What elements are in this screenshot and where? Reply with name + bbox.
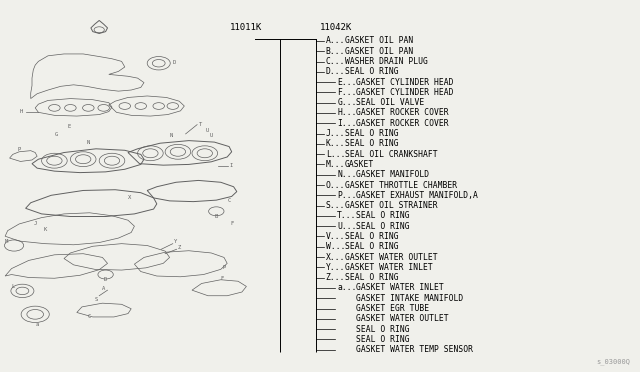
Text: B: B — [214, 214, 218, 219]
Text: GASKET OIL STRAINER: GASKET OIL STRAINER — [345, 201, 438, 210]
Text: SEAL OIL CRANKSHAFT: SEAL OIL CRANKSHAFT — [345, 150, 438, 158]
Text: 11011K: 11011K — [230, 23, 262, 32]
Text: G...: G... — [337, 98, 356, 107]
Text: SEAL O RING: SEAL O RING — [345, 273, 399, 282]
Text: SEAL O RING: SEAL O RING — [345, 232, 399, 241]
Text: L...: L... — [326, 150, 345, 158]
Text: H: H — [19, 109, 22, 114]
Text: U: U — [210, 133, 213, 138]
Text: X: X — [127, 195, 131, 201]
Text: GASKET: GASKET — [345, 160, 374, 169]
Text: SEAL O RING: SEAL O RING — [356, 335, 410, 344]
Text: X...: X... — [326, 253, 345, 262]
Text: C...: C... — [326, 57, 345, 66]
Text: GASKET WATER OUTLET: GASKET WATER OUTLET — [345, 253, 438, 262]
Text: SEAL OIL VALVE: SEAL OIL VALVE — [356, 98, 425, 107]
Text: GASKET WATER INLET: GASKET WATER INLET — [356, 283, 444, 292]
Text: GASKET EGR TUBE: GASKET EGR TUBE — [356, 304, 429, 313]
Text: SEAL O RING: SEAL O RING — [356, 211, 410, 220]
Text: GASKET THROTTLE CHAMBER: GASKET THROTTLE CHAMBER — [345, 180, 457, 189]
Text: U: U — [206, 128, 209, 133]
Text: F: F — [230, 221, 234, 226]
Text: GASKET ROCKER COVER: GASKET ROCKER COVER — [356, 119, 449, 128]
Text: E: E — [67, 124, 70, 129]
Text: B...: B... — [326, 47, 345, 56]
Text: Y: Y — [174, 238, 177, 244]
Text: GASKET EXHAUST MANIFOLD,A: GASKET EXHAUST MANIFOLD,A — [356, 191, 478, 200]
Text: GASKET CYLINDER HEAD: GASKET CYLINDER HEAD — [356, 78, 454, 87]
Text: M: M — [5, 239, 8, 244]
Text: P: P — [18, 147, 21, 152]
Text: I...: I... — [337, 119, 356, 128]
Text: GASKET INTAKE MANIFOLD: GASKET INTAKE MANIFOLD — [356, 294, 464, 303]
Text: SEAL O RING: SEAL O RING — [345, 129, 399, 138]
Text: SEAL O RING: SEAL O RING — [345, 140, 399, 148]
Text: W...: W... — [326, 242, 345, 251]
Text: D: D — [104, 277, 108, 282]
Text: A...: A... — [326, 36, 345, 45]
Text: SEAL O RING: SEAL O RING — [345, 242, 399, 251]
Text: Z...: Z... — [326, 273, 345, 282]
Text: GASKET MANIFOLD: GASKET MANIFOLD — [356, 170, 429, 179]
Text: GASKET CYLINDER HEAD: GASKET CYLINDER HEAD — [356, 88, 454, 97]
Text: F: F — [221, 276, 224, 282]
Text: L: L — [12, 284, 15, 289]
Text: O...: O... — [326, 180, 345, 189]
Text: Z: Z — [178, 245, 181, 250]
Text: 11042K: 11042K — [319, 23, 351, 32]
Text: A: A — [102, 286, 106, 291]
Text: WASHER DRAIN PLUG: WASHER DRAIN PLUG — [345, 57, 428, 66]
Text: C: C — [227, 198, 230, 203]
Text: GASKET OIL PAN: GASKET OIL PAN — [345, 47, 413, 56]
Text: E...: E... — [337, 78, 356, 87]
Text: K: K — [43, 227, 47, 232]
Text: GASKET OIL PAN: GASKET OIL PAN — [345, 36, 413, 45]
Text: Y...: Y... — [326, 263, 345, 272]
Text: N: N — [170, 133, 173, 138]
Text: G: G — [54, 132, 58, 137]
Text: C: C — [88, 314, 92, 320]
Text: D...: D... — [326, 67, 345, 76]
Text: M...: M... — [326, 160, 345, 169]
Text: J...: J... — [326, 129, 345, 138]
Text: S...: S... — [326, 201, 345, 210]
Text: SEAL O RING: SEAL O RING — [356, 325, 410, 334]
Text: D: D — [173, 60, 176, 65]
Text: T: T — [198, 122, 202, 127]
Text: GASKET WATER TEMP SENSOR: GASKET WATER TEMP SENSOR — [356, 345, 474, 354]
Text: N: N — [86, 140, 90, 145]
Text: U...: U... — [337, 222, 356, 231]
Text: K...: K... — [326, 140, 345, 148]
Text: S: S — [94, 297, 98, 302]
Text: T...: T... — [337, 211, 356, 220]
Text: SEAL O RING: SEAL O RING — [356, 222, 410, 231]
Text: a: a — [35, 322, 39, 327]
Text: F...: F... — [337, 88, 356, 97]
Text: N...: N... — [337, 170, 356, 179]
Text: GASKET WATER OUTLET: GASKET WATER OUTLET — [356, 314, 449, 323]
Text: V...: V... — [326, 232, 345, 241]
Text: I: I — [229, 163, 232, 168]
Text: H...: H... — [337, 109, 356, 118]
Text: GASKET ROCKER COVER: GASKET ROCKER COVER — [356, 109, 449, 118]
Text: J: J — [33, 221, 37, 227]
Text: SEAL O RING: SEAL O RING — [345, 67, 399, 76]
Text: a...: a... — [337, 283, 356, 292]
Text: s_03000Q: s_03000Q — [596, 359, 630, 365]
Text: P: P — [223, 265, 226, 270]
Text: P...: P... — [337, 191, 356, 200]
Text: GASKET WATER INLET: GASKET WATER INLET — [345, 263, 433, 272]
